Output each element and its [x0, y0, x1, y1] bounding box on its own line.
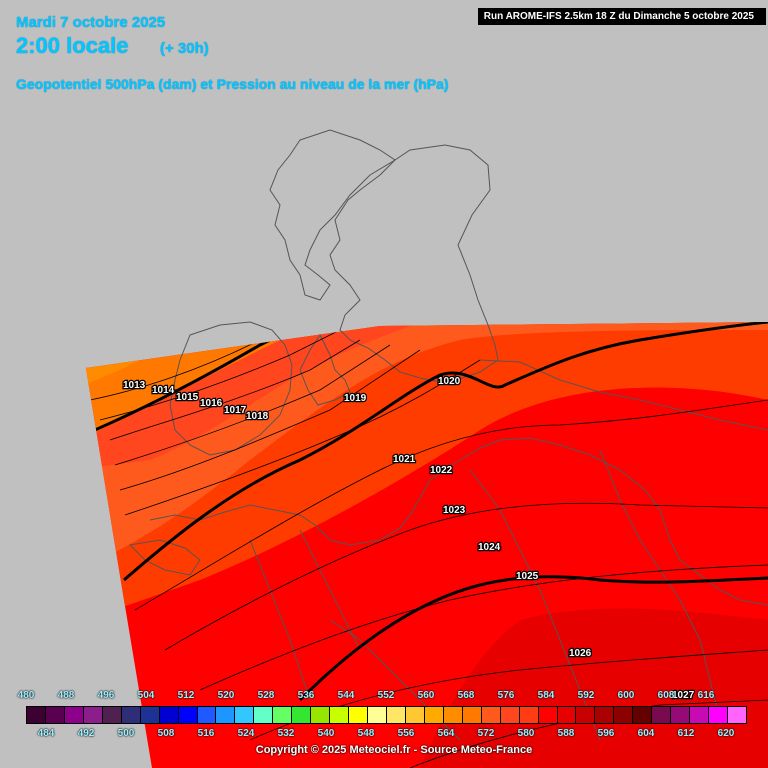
legend-bottom-label: 540 — [317, 728, 335, 739]
legend-bottom-label: 484 — [37, 728, 55, 739]
isobar-label: 1027 — [672, 690, 695, 701]
legend-top-label: 560 — [417, 690, 435, 701]
isobar-label: 1024 — [478, 542, 501, 553]
legend-bottom-label: 500 — [117, 728, 135, 739]
legend-bottom-label: 612 — [677, 728, 695, 739]
legend-bottom-label: 556 — [397, 728, 415, 739]
isobar-label: 1021 — [393, 454, 416, 465]
legend-swatch — [215, 706, 236, 724]
isobar-label: 1013 — [123, 380, 146, 391]
legend-bottom-label: 516 — [197, 728, 215, 739]
legend-swatch — [101, 706, 122, 724]
legend-swatch — [367, 706, 387, 724]
legend-top-label: 512 — [177, 690, 195, 701]
legend-top-label: 584 — [537, 690, 555, 701]
map-subtitle: Geopotentiel 500hPa (dam) et Pression au… — [16, 76, 449, 92]
legend-bottom-label: 548 — [357, 728, 375, 739]
legend-swatch — [329, 706, 350, 724]
isobar-labels: 1013 1014 1015 1016 1017 1018 1019 1020 … — [122, 375, 696, 703]
legend-swatch — [442, 706, 463, 724]
legend-top-label: 600 — [617, 690, 635, 701]
legend-bottom-label: 532 — [277, 728, 295, 739]
legend-bottom-label: 492 — [77, 728, 95, 739]
legend-swatch — [423, 706, 444, 724]
legend-top-label: 568 — [457, 690, 475, 701]
legend-swatch — [120, 706, 141, 724]
legend-swatch — [499, 706, 520, 724]
legend-swatch — [139, 706, 160, 724]
run-info-badge: Run AROME-IFS 2.5km 18 Z du Dimanche 5 o… — [477, 8, 766, 25]
legend-bottom-label: 596 — [597, 728, 615, 739]
legend-swatch — [556, 706, 577, 724]
legend-bottom-label: 508 — [157, 728, 175, 739]
legend-swatch — [537, 706, 558, 724]
legend-swatch — [82, 706, 103, 724]
legend-top-label: 544 — [337, 690, 355, 701]
legend-swatch — [594, 706, 615, 724]
legend-top-label: 488 — [57, 690, 75, 701]
legend-top-label: 496 — [97, 690, 115, 701]
legend-top-label: 504 — [137, 690, 155, 701]
forecast-hour: 2:00 locale — [16, 33, 129, 58]
copyright-text: Copyright © 2025 Meteociel.fr - Source M… — [255, 744, 533, 756]
legend-swatch — [196, 706, 217, 724]
legend-bottom-label: 524 — [237, 728, 255, 739]
legend-swatch — [613, 706, 634, 724]
legend-top-label: 480 — [17, 690, 35, 701]
isobar-label: 1023 — [443, 505, 466, 516]
legend-top-label: 520 — [217, 690, 235, 701]
legend-swatch — [480, 706, 501, 724]
isobar-label: 1014 — [152, 385, 175, 396]
legend-swatch — [689, 706, 710, 724]
legend-top-label: 616 — [697, 690, 715, 701]
isobar-label: 1018 — [246, 411, 269, 422]
isobar-label: 1017 — [224, 405, 247, 416]
legend-swatch — [272, 706, 293, 724]
legend-bottom-label: 572 — [477, 728, 495, 739]
isobar-label: 1026 — [569, 648, 592, 659]
legend-swatch — [44, 706, 65, 724]
legend-swatch — [651, 706, 672, 724]
isobar-label: 1019 — [344, 393, 367, 404]
legend-swatch — [727, 706, 747, 724]
legend-swatch — [177, 706, 198, 724]
legend-swatch — [404, 706, 425, 724]
legend-bottom-label: 620 — [717, 728, 735, 739]
isobar-label: 1015 — [176, 392, 199, 403]
forecast-date: Mardi 7 octobre 2025 — [16, 14, 166, 31]
isobar-label: 1025 — [516, 571, 539, 582]
legend-bottom-label: 604 — [637, 728, 655, 739]
isobar-label: 1016 — [200, 398, 223, 409]
legend-top-label: 552 — [377, 690, 395, 701]
legend-top-label: 528 — [257, 690, 275, 701]
legend-bottom-label: 588 — [557, 728, 575, 739]
color-legend: 480 488 496 504 512 520 528 536 544 552 560 568 576 5… — [18, 690, 747, 739]
legend-swatch — [63, 706, 84, 724]
legend-swatch — [518, 706, 539, 724]
legend-top-label: 536 — [297, 690, 315, 701]
legend-swatch — [670, 706, 691, 724]
legend-swatch — [310, 706, 331, 724]
geopotential-contours — [94, 322, 768, 702]
legend-swatch — [26, 706, 46, 724]
legend-top-label: 576 — [497, 690, 515, 701]
legend-swatch — [708, 706, 729, 724]
legend-swatch — [158, 706, 179, 724]
legend-swatch — [632, 706, 653, 724]
legend-bottom-label: 580 — [517, 728, 535, 739]
legend-swatch — [575, 706, 596, 724]
legend-top-label: 608 — [657, 690, 675, 701]
legend-bottom-label: 564 — [437, 728, 455, 739]
legend-swatch — [234, 706, 255, 724]
isobar-label: 1020 — [438, 376, 461, 387]
legend-swatch — [253, 706, 274, 724]
legend-swatch — [386, 706, 406, 724]
isobar-label: 1022 — [430, 465, 453, 476]
legend-swatch — [348, 706, 369, 724]
forecast-lead-time: (+ 30h) — [160, 40, 209, 57]
legend-top-label: 592 — [577, 690, 595, 701]
legend-swatch — [461, 706, 482, 724]
legend-swatch — [291, 706, 312, 724]
